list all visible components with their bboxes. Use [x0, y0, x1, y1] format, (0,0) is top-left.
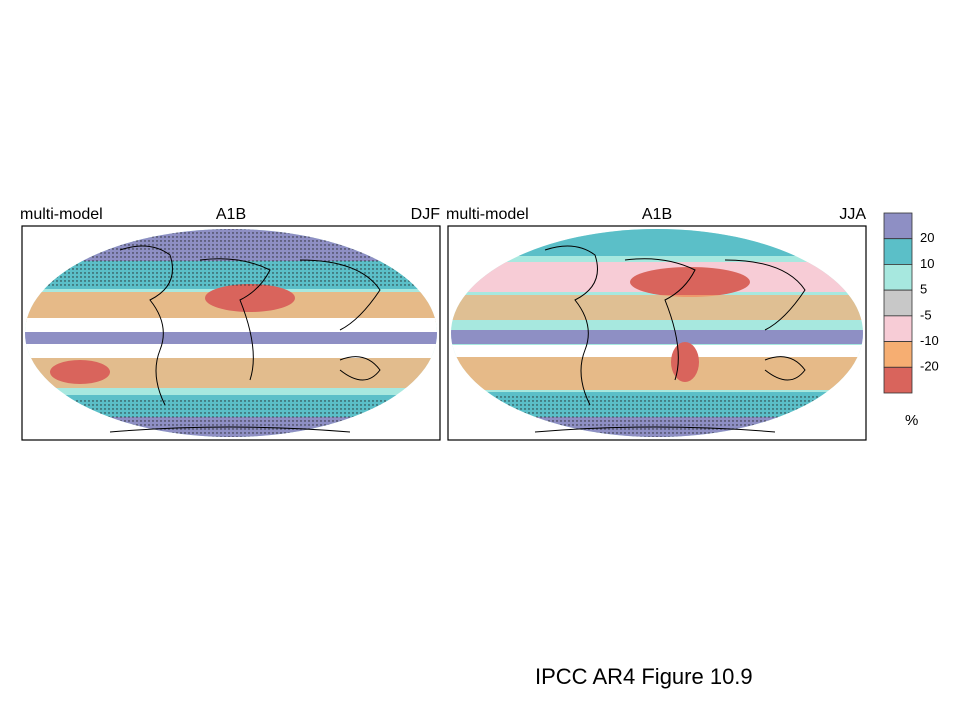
legend-swatch — [883, 315, 913, 342]
legend-label: 20 — [920, 230, 934, 245]
legend-label: 5 — [920, 282, 927, 297]
panel-label: JJA — [839, 206, 866, 223]
panel-label: A1B — [216, 206, 246, 223]
legend-label: -10 — [920, 333, 939, 348]
legend-swatch — [883, 238, 913, 265]
coastline — [534, 245, 806, 433]
map-panel — [21, 225, 441, 441]
legend-label: 10 — [920, 256, 934, 271]
legend-swatch — [883, 289, 913, 317]
legend-label: -20 — [920, 359, 939, 374]
legend-swatch — [883, 212, 913, 240]
legend-swatch — [883, 366, 913, 394]
panel-label: multi-model — [446, 206, 529, 223]
panel-label: multi-model — [20, 206, 103, 223]
legend-swatch — [883, 341, 913, 368]
panel-label: DJF — [411, 206, 441, 223]
legend: 20 10 5 -5 -10 -20% — [883, 212, 939, 429]
legend-label: -5 — [920, 307, 932, 322]
panel-labels: multi-model A1B DJF multi-model A1B JJA — [20, 206, 866, 223]
map-panel — [447, 225, 867, 441]
legend-unit: % — [905, 412, 918, 429]
coastline — [109, 245, 381, 433]
panel-label: A1B — [642, 206, 672, 223]
caption: IPCC AR4 Figure 10.9 — [535, 664, 753, 689]
map-field — [25, 229, 437, 437]
legend-swatch — [883, 264, 913, 291]
